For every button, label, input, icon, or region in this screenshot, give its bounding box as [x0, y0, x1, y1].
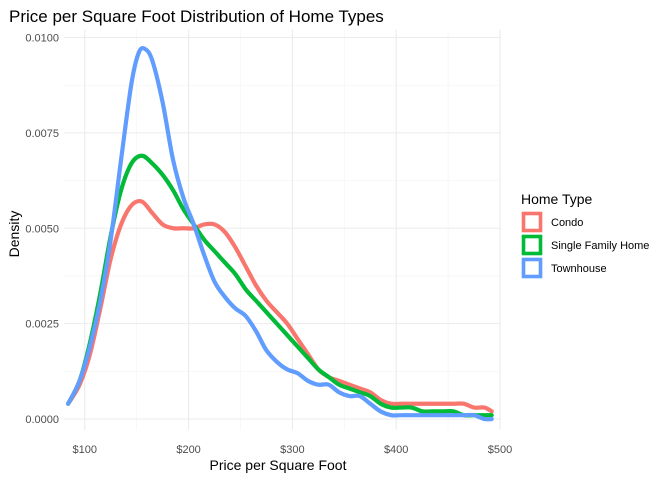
- legend: Home Type Condo Single Family Home Townhou…: [521, 191, 649, 279]
- y-axis-ticks: 0.0000 0.0025 0.0050 0.0075 0.0100: [25, 33, 59, 427]
- legend-label: Condo: [551, 217, 583, 229]
- series-line-condo: [66, 198, 494, 414]
- x-axis-ticks: $100 $200 $300 $400 $500: [73, 444, 513, 456]
- legend-title: Home Type: [521, 191, 593, 207]
- series-line-townhouse: [66, 46, 494, 422]
- x-axis-title: Price per Square Foot: [210, 457, 347, 473]
- y-tick-label: 0.0000: [25, 414, 59, 426]
- x-tick-label: $200: [176, 444, 200, 456]
- y-tick-label: 0.0100: [25, 33, 59, 45]
- y-tick-label: 0.0075: [25, 128, 59, 140]
- series-line-single-family-home: [66, 153, 494, 418]
- legend-swatch: [521, 234, 543, 256]
- legend-swatch: [521, 211, 543, 233]
- legend-item-townhouse: Townhouse: [521, 257, 607, 279]
- legend-swatch: [521, 257, 543, 279]
- series-lines: [66, 46, 494, 422]
- x-tick-label: $400: [384, 444, 408, 456]
- y-axis-title: Density: [6, 211, 22, 258]
- x-tick-label: $500: [488, 444, 512, 456]
- legend-label: Single Family Home: [551, 240, 649, 252]
- legend-items: Condo Single Family Home Townhouse: [521, 211, 649, 279]
- x-tick-label: $100: [73, 444, 97, 456]
- y-tick-label: 0.0025: [25, 319, 59, 331]
- legend-item-condo: Condo: [521, 211, 583, 233]
- legend-label: Townhouse: [551, 263, 607, 275]
- y-tick-label: 0.0050: [25, 223, 59, 235]
- legend-item-single-family-home: Single Family Home: [521, 234, 649, 256]
- chart-title: Price per Square Foot Distribution of Ho…: [9, 7, 384, 26]
- x-tick-label: $300: [280, 444, 304, 456]
